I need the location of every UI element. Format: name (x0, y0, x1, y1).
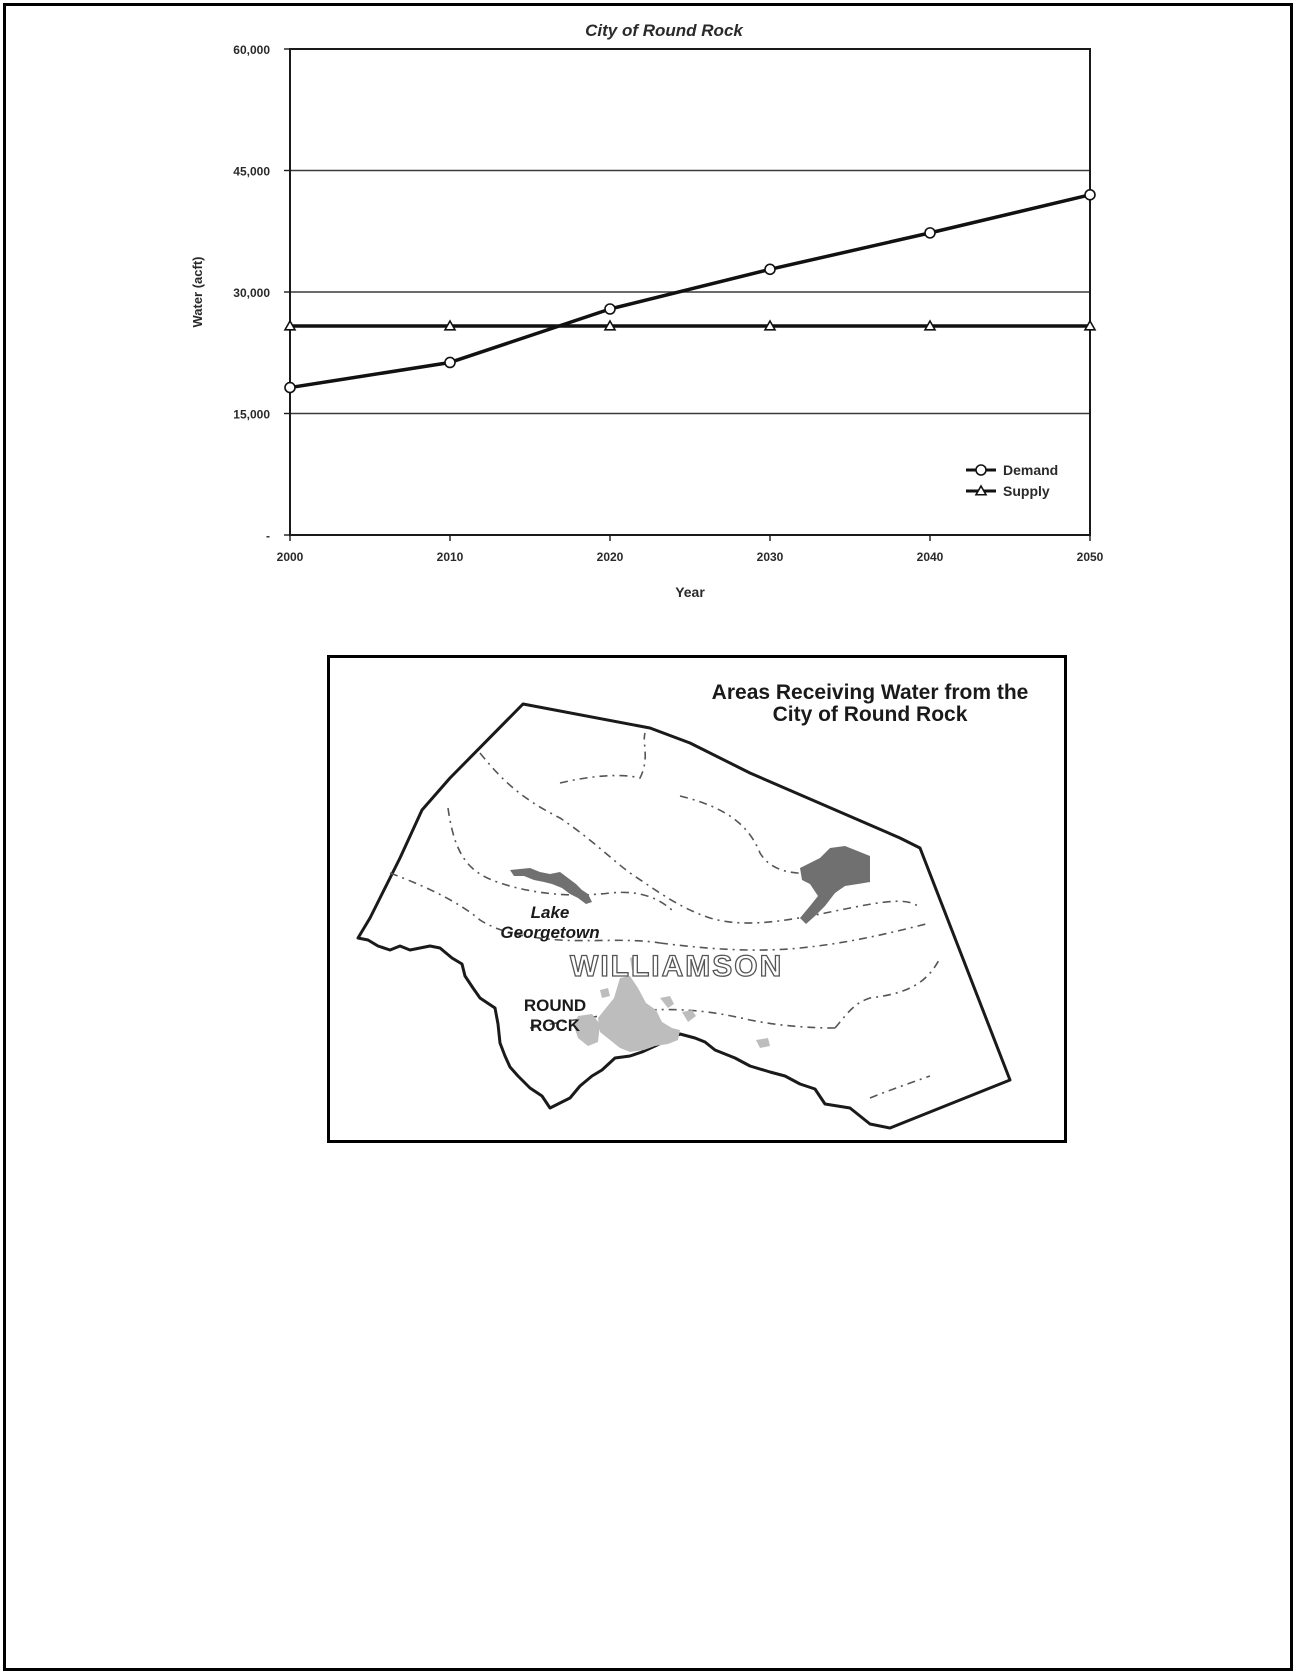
x-tick-label: 2030 (757, 550, 784, 564)
data-point-demand (284, 381, 296, 394)
legend-label-supply: Supply (1003, 483, 1050, 499)
data-point-demand (444, 356, 456, 369)
x-axis-label: Year (675, 584, 705, 600)
data-point-demand (1084, 189, 1096, 201)
x-tick-label: 2050 (1077, 550, 1104, 564)
water-chart: City of Round Rock - 15,000 30,000 45,000 60… (190, 21, 1104, 600)
data-point-supply (1083, 319, 1097, 331)
y-axis-ticks: - 15,000 30,000 45,000 60,000 (233, 43, 290, 543)
city-label: ROUND ROCK (523, 996, 587, 1035)
legend-marker-demand (975, 464, 987, 476)
series-layer (283, 189, 1097, 394)
y-tick-label: 30,000 (233, 286, 270, 300)
county-boundary (356, 702, 1012, 1130)
data-point-supply (283, 319, 297, 331)
data-point-supply (443, 319, 457, 331)
y-tick-label: 60,000 (233, 43, 270, 57)
data-point-supply (603, 319, 617, 331)
lake-georgetown (510, 868, 592, 904)
data-point-demand (764, 263, 776, 276)
legend-marker-supply (974, 484, 988, 496)
x-axis-ticks: 2000 2010 2020 2030 2040 2050 (277, 535, 1104, 564)
map-title: Areas Receiving Water from the City of R… (711, 681, 1029, 726)
legend-label-demand: Demand (1003, 462, 1058, 478)
lake-label: Lake Georgetown (500, 903, 600, 942)
data-point-supply (763, 319, 777, 331)
gridlines (290, 169, 1090, 415)
data-point-demand (604, 303, 616, 315)
legend: Demand Supply (966, 462, 1058, 499)
round-rock-service-area (574, 956, 770, 1052)
y-axis-label: Water (acft) (190, 256, 205, 327)
county-map-drawing (356, 702, 1012, 1130)
y-tick-label: 45,000 (233, 165, 270, 179)
county-label: WILLIAMSON (569, 949, 784, 983)
service-area-map: Areas Receiving Water from the City of R… (327, 655, 1067, 1143)
data-point-supply (923, 319, 937, 331)
x-tick-label: 2040 (917, 550, 944, 564)
x-tick-label: 2020 (597, 550, 624, 564)
chart-title: City of Round Rock (585, 21, 744, 40)
y-tick-label: 15,000 (233, 408, 270, 422)
data-point-demand (924, 227, 936, 239)
series-line-demand (289, 193, 1091, 390)
east-reservoir (800, 846, 870, 924)
x-tick-label: 2010 (437, 550, 464, 564)
y-tick-label: - (266, 529, 270, 543)
x-tick-label: 2000 (277, 550, 304, 564)
